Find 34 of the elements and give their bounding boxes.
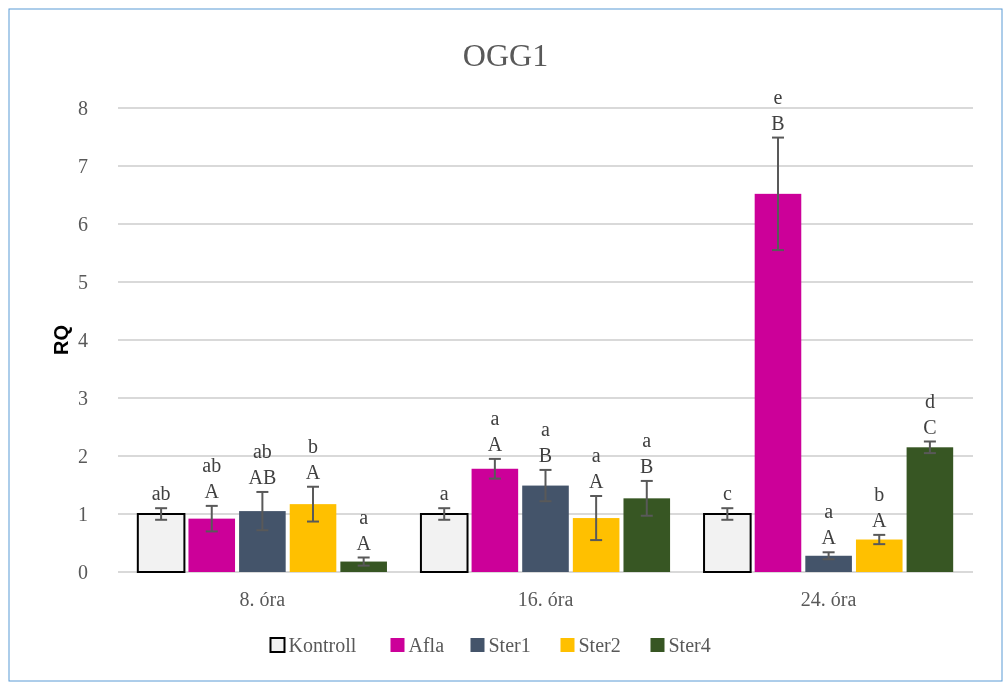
y-axis-title: RQ <box>50 325 72 355</box>
data-label: a B <box>640 428 654 477</box>
data-label: ab A <box>202 453 222 502</box>
data-label: e B <box>771 85 785 134</box>
legend-label: Afla <box>408 634 445 656</box>
legend-label: Ster1 <box>488 634 531 656</box>
legend-label: Ster2 <box>578 634 621 656</box>
data-label: b A <box>305 434 321 483</box>
y-tick-label: 3 <box>78 387 88 409</box>
x-tick-label: 8. óra <box>239 588 286 610</box>
data-label: a A <box>487 406 503 455</box>
data-label: b A <box>872 482 888 531</box>
data-label: a A <box>821 500 837 549</box>
data-label: c <box>722 482 732 505</box>
data-label: d C <box>923 389 937 438</box>
y-tick-label: 4 <box>78 329 88 351</box>
y-tick-label: 5 <box>78 271 88 293</box>
data-label: a A <box>356 505 372 554</box>
data-label: a <box>439 482 449 505</box>
legend-label: Ster4 <box>668 634 711 656</box>
y-tick-label: 8 <box>78 97 88 119</box>
data-label: a B <box>538 417 553 466</box>
y-tick-label: 0 <box>78 561 88 583</box>
y-tick-label: 1 <box>78 503 88 525</box>
data-label: a A <box>588 444 604 493</box>
y-tick-label: 6 <box>78 213 88 235</box>
x-tick-label: 16. óra <box>517 588 574 610</box>
legend-label: Kontroll <box>288 634 357 656</box>
data-label: ab AB <box>248 439 277 488</box>
data-label: ab <box>151 482 171 505</box>
x-tick-label: 24. óra <box>800 588 857 610</box>
y-tick-label: 7 <box>78 155 88 177</box>
y-tick-label: 2 <box>78 445 88 467</box>
chart-title: OGG1 <box>462 37 549 73</box>
